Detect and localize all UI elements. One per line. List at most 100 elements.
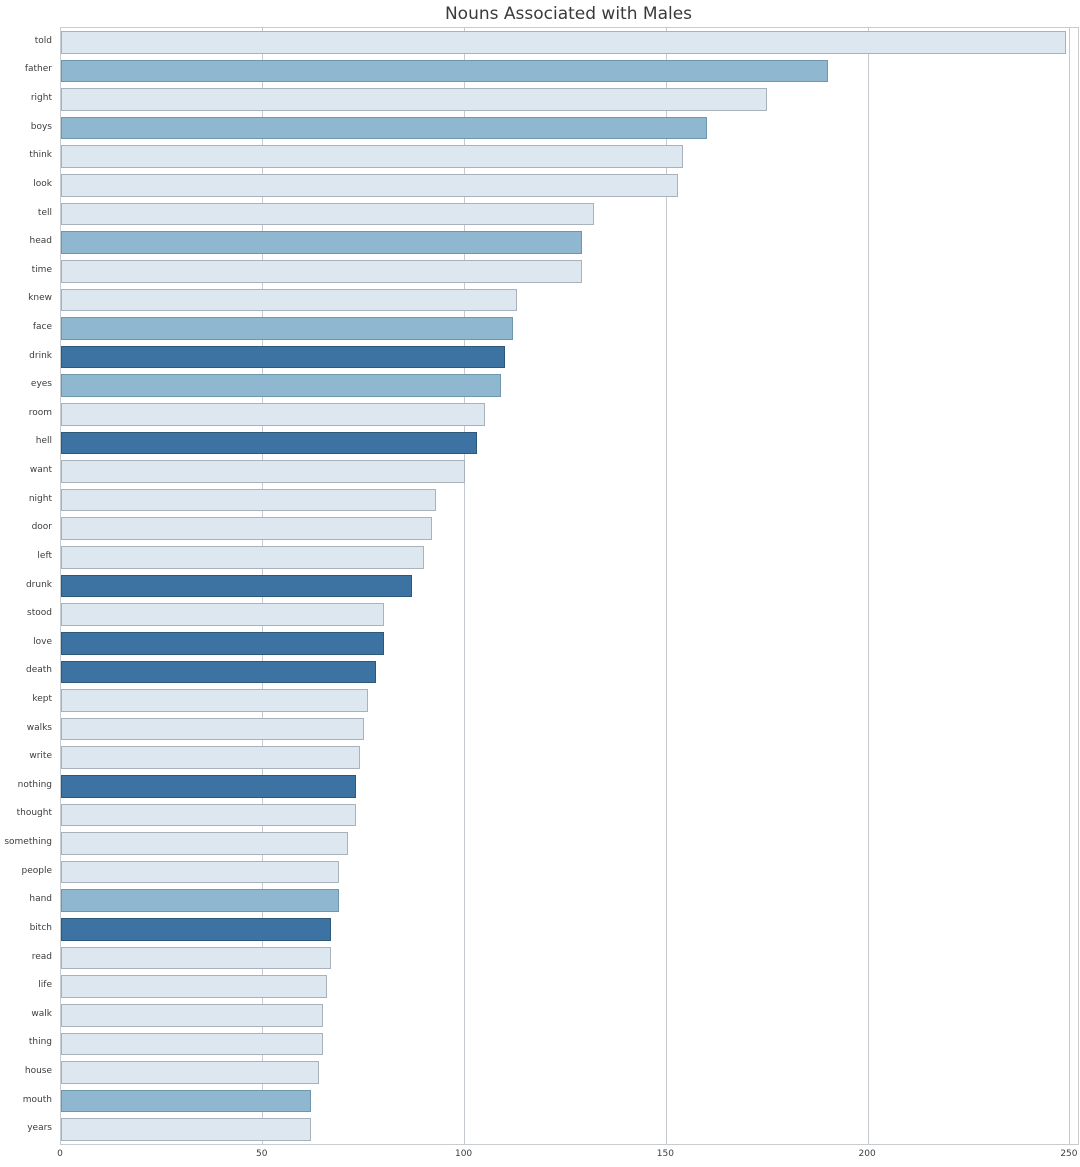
y-tick-label-people: people bbox=[21, 865, 52, 876]
bar-row bbox=[61, 28, 1078, 57]
bar-face bbox=[61, 317, 513, 340]
y-tick-label-want: want bbox=[29, 465, 52, 476]
bar-time bbox=[61, 259, 582, 283]
bar-row bbox=[61, 829, 1078, 858]
bar-hell bbox=[61, 431, 477, 455]
bar-death bbox=[61, 660, 376, 684]
x-tick-label-0: 0 bbox=[57, 1149, 63, 1159]
y-tick-label-told: told bbox=[34, 35, 52, 46]
y-tick-label-nothing: nothing bbox=[17, 779, 52, 790]
bar-room bbox=[61, 403, 485, 426]
bar-life bbox=[61, 975, 328, 998]
y-tick-label-drunk: drunk bbox=[25, 579, 52, 590]
bar-row bbox=[61, 629, 1078, 658]
x-tick-label-50: 50 bbox=[256, 1149, 268, 1159]
y-tick-label-eyes: eyes bbox=[30, 379, 52, 390]
bar-row bbox=[61, 114, 1078, 143]
y-tick-label-look: look bbox=[33, 178, 52, 189]
y-tick-label-face: face bbox=[32, 321, 52, 332]
bar-row bbox=[61, 886, 1078, 915]
bar-love bbox=[61, 631, 384, 655]
bar-row bbox=[61, 514, 1078, 543]
bar-row bbox=[61, 257, 1078, 286]
bar-door bbox=[61, 517, 433, 541]
y-tick-label-write: write bbox=[29, 751, 52, 762]
bar-night bbox=[61, 488, 437, 512]
y-tick-label-read: read bbox=[31, 951, 52, 962]
bar-head bbox=[61, 231, 582, 254]
bar-father bbox=[61, 59, 828, 83]
y-tick-label-thought: thought bbox=[16, 808, 52, 819]
bar-row bbox=[61, 772, 1078, 801]
y-tick-label-something: something bbox=[4, 837, 52, 848]
bar-row bbox=[61, 600, 1078, 629]
bar-something bbox=[61, 832, 348, 855]
bar-row bbox=[61, 801, 1078, 830]
y-tick-label-father: father bbox=[24, 64, 52, 75]
bar-drink bbox=[61, 345, 505, 369]
y-tick-label-life: life bbox=[38, 980, 52, 991]
bar-row bbox=[61, 314, 1078, 343]
x-tick-label-200: 200 bbox=[858, 1149, 876, 1159]
bar-row bbox=[61, 171, 1078, 200]
bar-want bbox=[61, 460, 465, 483]
bar-read bbox=[61, 946, 332, 970]
gridline-x-100 bbox=[464, 28, 466, 1144]
bar-eyes bbox=[61, 374, 501, 397]
bar-mouth bbox=[61, 1089, 312, 1113]
bar-left bbox=[61, 546, 425, 569]
y-tick-label-years: years bbox=[27, 1123, 52, 1134]
y-tick-label-time: time bbox=[31, 264, 52, 275]
y-tick-label-walk: walk bbox=[31, 1008, 52, 1019]
bar-row bbox=[61, 429, 1078, 458]
bar-row bbox=[61, 200, 1078, 229]
gridline-x-150 bbox=[665, 28, 667, 1144]
x-tick-label-150: 150 bbox=[656, 1149, 674, 1159]
bar-row bbox=[61, 658, 1078, 687]
bar-row bbox=[61, 944, 1078, 973]
y-tick-label-room: room bbox=[28, 407, 52, 418]
y-tick-label-kept: kept bbox=[32, 693, 52, 704]
x-tick-label-250: 250 bbox=[1060, 1149, 1078, 1159]
bar-right bbox=[61, 88, 768, 111]
y-tick-label-walks: walks bbox=[26, 722, 52, 733]
bar-think bbox=[61, 145, 683, 169]
y-tick-label-death: death bbox=[26, 665, 52, 676]
bar-row bbox=[61, 400, 1078, 429]
bar-people bbox=[61, 860, 340, 884]
y-tick-label-boys: boys bbox=[30, 121, 52, 132]
bar-kept bbox=[61, 689, 368, 712]
bar-house bbox=[61, 1061, 320, 1084]
chart-title: Nouns Associated with Males bbox=[444, 4, 693, 24]
bar-tell bbox=[61, 202, 594, 226]
bar-write bbox=[61, 746, 360, 769]
bar-row bbox=[61, 486, 1078, 515]
bar-row bbox=[61, 715, 1078, 744]
bar-row bbox=[61, 915, 1078, 944]
y-tick-label-stood: stood bbox=[27, 608, 52, 619]
bar-bitch bbox=[61, 918, 332, 941]
bar-boys bbox=[61, 116, 707, 140]
y-tick-label-door: door bbox=[31, 522, 52, 533]
bar-row bbox=[61, 686, 1078, 715]
bar-row bbox=[61, 57, 1078, 86]
y-tick-label-hell: hell bbox=[35, 436, 52, 447]
bar-told bbox=[61, 31, 1066, 54]
bar-row bbox=[61, 1001, 1078, 1030]
bar-drunk bbox=[61, 574, 413, 598]
bar-walk bbox=[61, 1003, 324, 1027]
y-tick-label-thing: thing bbox=[28, 1037, 52, 1048]
bar-stood bbox=[61, 603, 384, 626]
y-tick-label-right: right bbox=[30, 93, 52, 104]
bar-hand bbox=[61, 889, 340, 913]
y-tick-label-think: think bbox=[29, 150, 52, 161]
y-tick-label-mouth: mouth bbox=[22, 1094, 52, 1105]
y-tick-label-knew: knew bbox=[28, 293, 52, 304]
bar-row bbox=[61, 371, 1078, 400]
y-tick-label-night: night bbox=[28, 493, 52, 504]
bar-row bbox=[61, 1030, 1078, 1059]
bar-nothing bbox=[61, 775, 356, 798]
bar-look bbox=[61, 174, 679, 197]
bar-row bbox=[61, 1058, 1078, 1087]
